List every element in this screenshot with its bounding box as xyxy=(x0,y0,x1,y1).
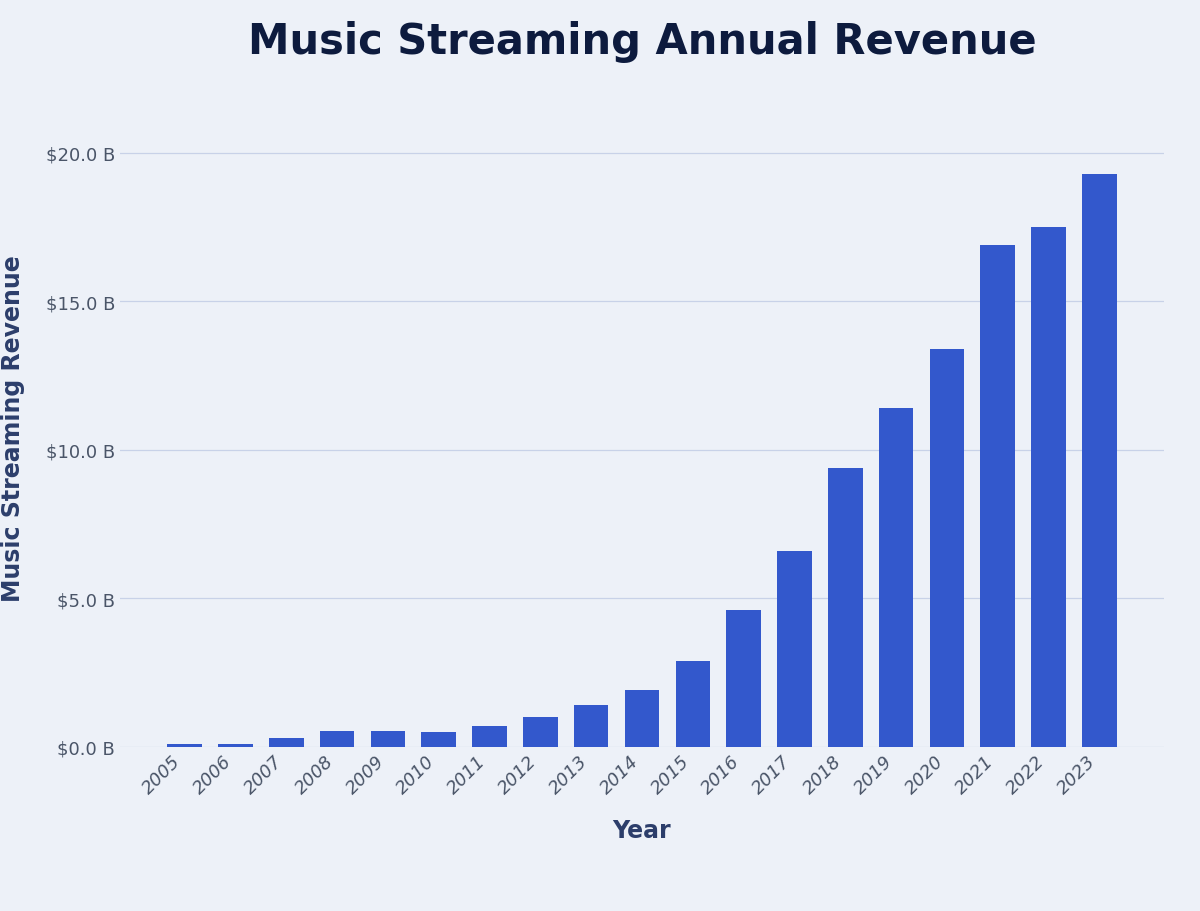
Y-axis label: Music Streaming Revenue: Music Streaming Revenue xyxy=(1,255,25,601)
X-axis label: Year: Year xyxy=(613,818,671,842)
Bar xyxy=(828,468,863,747)
Bar xyxy=(371,731,406,747)
Bar xyxy=(625,691,659,747)
Bar xyxy=(473,726,506,747)
Bar xyxy=(168,744,202,747)
Bar xyxy=(523,717,558,747)
Bar xyxy=(320,731,354,747)
Bar xyxy=(269,738,304,747)
Bar xyxy=(218,744,253,747)
Bar xyxy=(930,350,964,747)
Bar xyxy=(676,661,710,747)
Bar xyxy=(1082,175,1116,747)
Bar xyxy=(421,732,456,747)
Bar xyxy=(726,610,761,747)
Bar xyxy=(778,551,811,747)
Title: Music Streaming Annual Revenue: Music Streaming Annual Revenue xyxy=(247,21,1037,63)
Bar xyxy=(1031,228,1066,747)
Bar xyxy=(574,705,608,747)
Bar xyxy=(878,409,913,747)
Bar xyxy=(980,246,1015,747)
